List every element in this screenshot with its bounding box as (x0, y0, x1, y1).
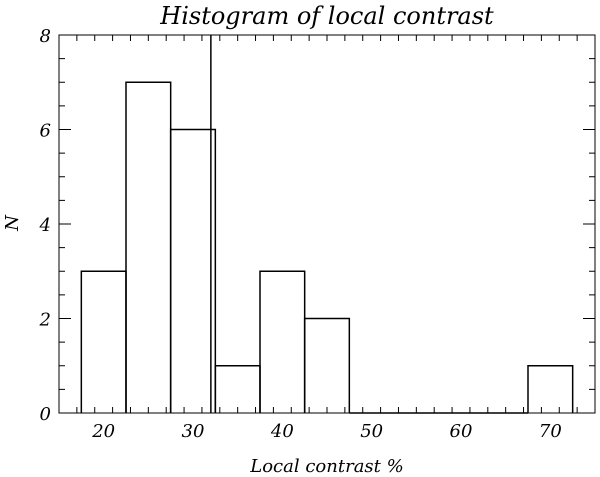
histogram-bar (169, 128, 217, 413)
x-tick-label: 40 (270, 421, 294, 442)
x-axis-label: Local contrast % (249, 456, 403, 477)
x-tick-label: 60 (450, 421, 473, 442)
y-tick-label: 2 (39, 310, 51, 331)
x-tick-label: 50 (360, 421, 383, 442)
chart-title: Histogram of local contrast (159, 2, 494, 30)
x-tick-label: 30 (182, 421, 205, 442)
histogram-bars (80, 81, 574, 414)
histogram-bar (259, 270, 306, 413)
x-tick-label: 70 (539, 421, 562, 442)
histogram-bar (125, 81, 172, 413)
y-tick-label: 8 (40, 26, 51, 47)
axis-ticks (58, 34, 596, 414)
y-tick-label: 4 (39, 215, 51, 236)
y-axis-label: N (2, 214, 23, 232)
y-tick-label: 0 (40, 404, 51, 425)
histogram-bar (214, 365, 261, 413)
plot-frame (58, 34, 596, 414)
x-tick-label: 20 (91, 421, 115, 442)
histogram-bar (527, 365, 574, 413)
histogram-bar (303, 317, 351, 413)
tick-labels: 20 30 40 50 60 70 0 2 4 6 8 (39, 26, 562, 442)
histogram-bar (80, 270, 127, 413)
y-tick-label: 6 (40, 121, 51, 142)
